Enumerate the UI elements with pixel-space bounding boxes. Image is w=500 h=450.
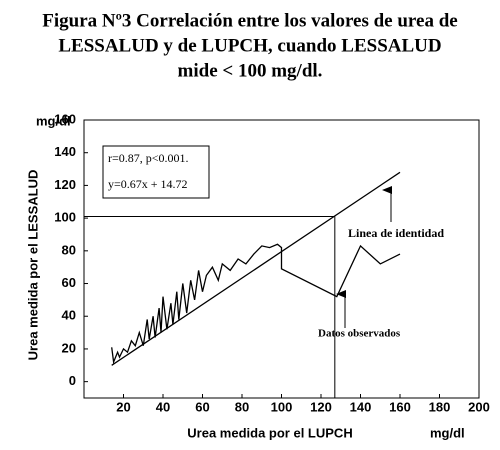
y-unit: mg/dl [36, 113, 71, 128]
y-tick-label: 40 [62, 308, 76, 323]
data-line [111, 243, 401, 365]
x-tick-label: 200 [468, 399, 490, 414]
stats-text: y=0.67x + 14.72 [108, 177, 188, 191]
x-tick-label: 20 [116, 399, 130, 414]
chart-title: Figura Nº3 Correlación entre los valores… [42, 10, 457, 31]
y-tick-label: 120 [54, 177, 76, 192]
chart-title: mide < 100 mg/dl. [178, 60, 323, 81]
x-unit: mg/dl [430, 425, 465, 440]
y-tick-label: 20 [62, 340, 76, 355]
y-tick-label: 60 [62, 275, 76, 290]
y-tick-label: 140 [54, 144, 76, 159]
chart-title: LESSALUD y de LUPCH, cuando LESSALUD [58, 35, 441, 56]
y-tick-label: 160 [54, 111, 76, 126]
x-tick-label: 40 [156, 399, 170, 414]
y-tick-label: 0 [69, 373, 76, 388]
stats-box [102, 145, 210, 199]
x-tick-label: 140 [350, 399, 372, 414]
annotation: Datos observados [318, 328, 401, 340]
y-tick-label: 100 [54, 210, 76, 225]
y-axis-label: Urea medida por el LESSALUD [25, 170, 40, 361]
y-tick-label: 80 [62, 242, 76, 257]
x-tick-label: 180 [429, 399, 451, 414]
x-tick-label: 80 [235, 399, 249, 414]
identity-line [111, 171, 401, 366]
stats-text: r=0.87, p<0.001. [108, 151, 189, 165]
x-tick-label: 160 [389, 399, 411, 414]
x-tick-label: 120 [310, 399, 332, 414]
x-tick-label: 60 [195, 399, 209, 414]
x-axis-label: Urea medida por el LUPCH [187, 425, 352, 440]
x-tick-label: 100 [271, 399, 293, 414]
annotation: Linea de identidad [348, 226, 444, 240]
